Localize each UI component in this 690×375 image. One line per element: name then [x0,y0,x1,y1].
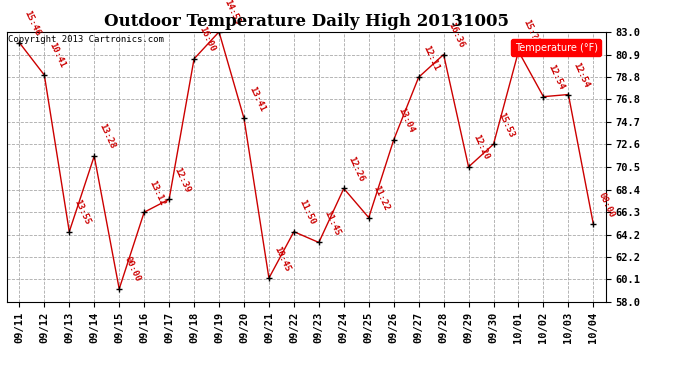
Text: 08:00: 08:00 [596,190,616,219]
Text: 12:39: 12:39 [172,166,192,194]
Text: 12:54: 12:54 [571,61,591,89]
Text: 13:28: 13:28 [97,123,117,151]
Text: 13:04: 13:04 [397,106,416,135]
Text: 12:20: 12:20 [471,134,491,162]
Text: 15:46: 15:46 [22,9,42,37]
Text: 13:55: 13:55 [72,198,92,226]
Text: 13:41: 13:41 [247,85,266,113]
Text: 11:50: 11:50 [297,198,317,226]
Text: 10:41: 10:41 [48,42,67,70]
Text: 12:54: 12:54 [546,63,566,91]
Text: 11:45: 11:45 [322,209,342,237]
Text: 10:45: 10:45 [272,244,291,273]
Text: 15:53: 15:53 [497,111,516,139]
Text: 15:??: 15:?? [522,18,541,46]
Text: 16:36: 16:36 [446,21,466,49]
Legend: Temperature (°F): Temperature (°F) [511,39,601,56]
Text: 13:12: 13:12 [147,178,167,207]
Text: 14:53: 14:53 [222,0,242,27]
Text: 00:00: 00:00 [122,255,141,284]
Text: Copyright 2013 Cartronics.com: Copyright 2013 Cartronics.com [8,34,164,44]
Text: 11:22: 11:22 [372,184,391,212]
Text: 12:11: 12:11 [422,44,441,72]
Title: Outdoor Temperature Daily High 20131005: Outdoor Temperature Daily High 20131005 [104,13,509,30]
Text: 16:00: 16:00 [197,26,217,54]
Text: 12:26: 12:26 [347,155,366,183]
